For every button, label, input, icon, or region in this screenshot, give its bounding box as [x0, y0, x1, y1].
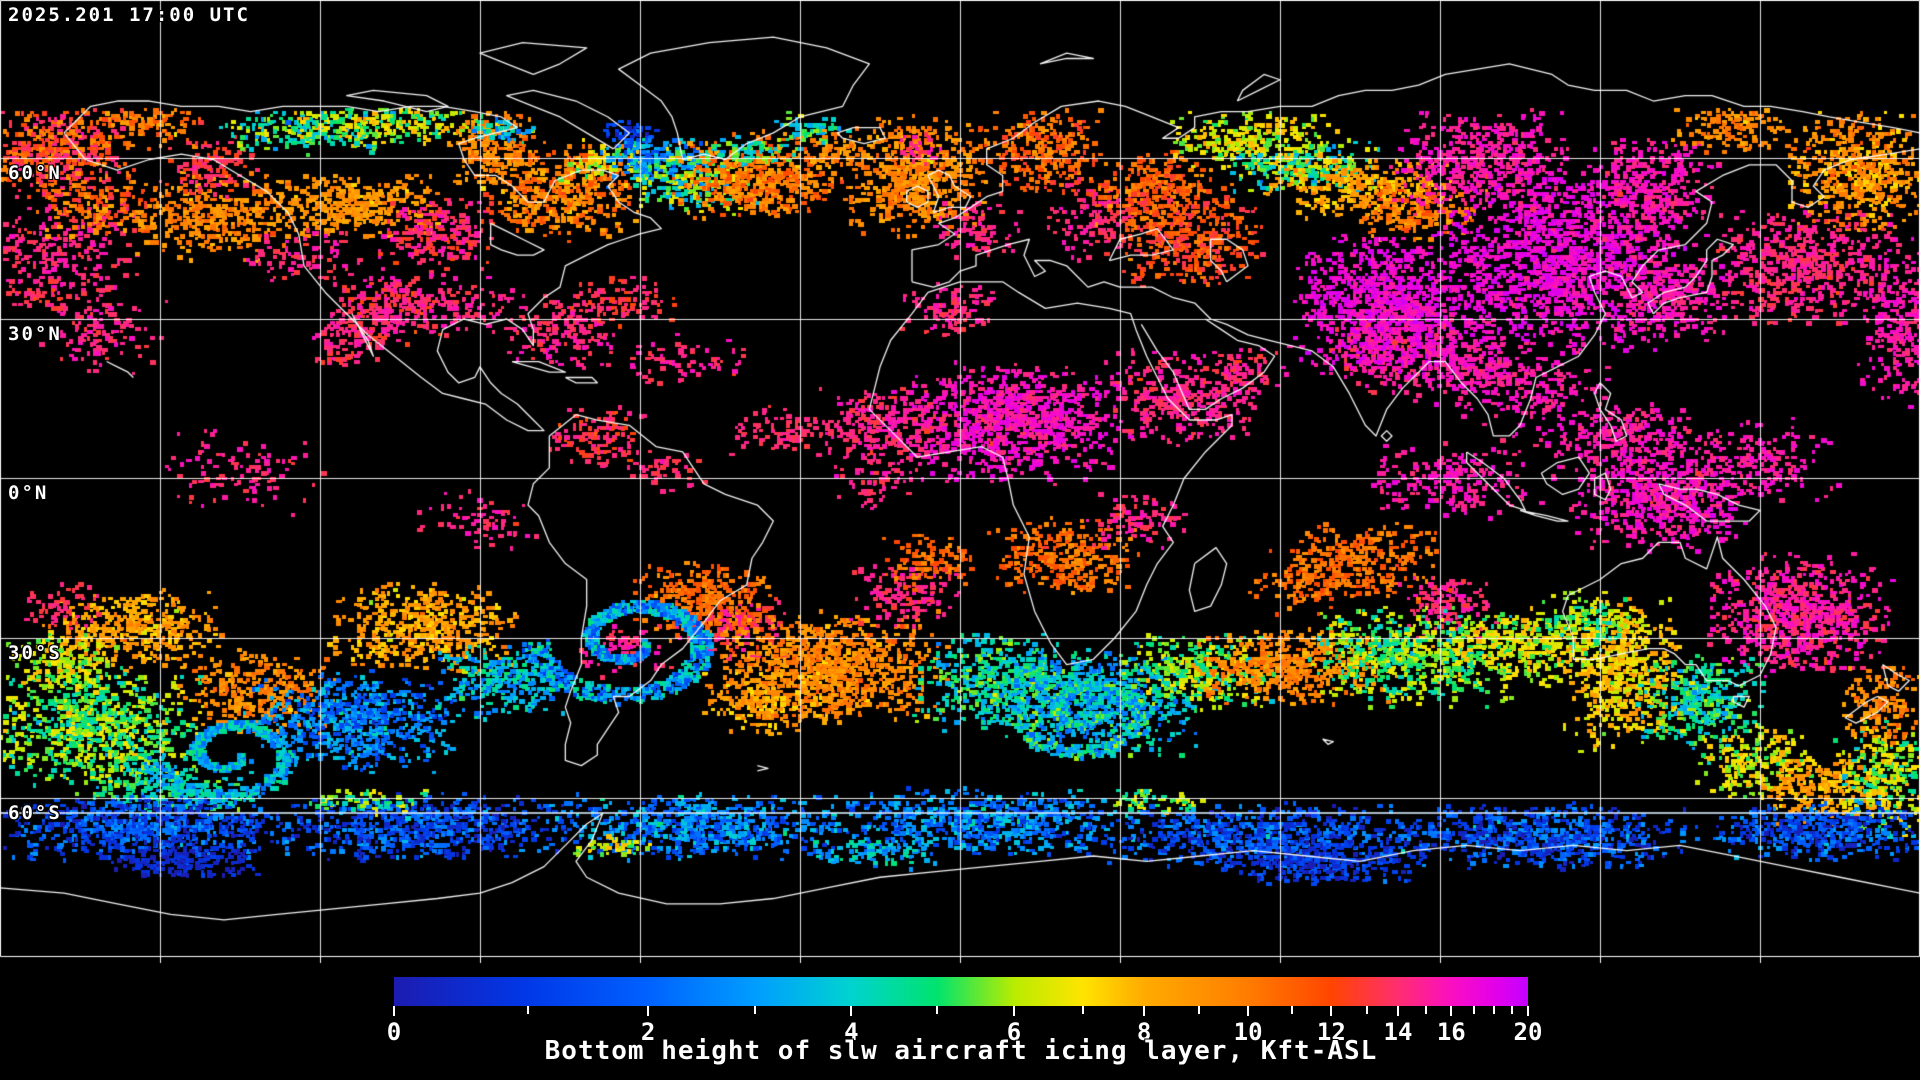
colorbar-tick: [1012, 1006, 1015, 1016]
timestamp-label: 2025.201 17:00 UTC: [8, 4, 250, 26]
colorbar-tick-label: 10: [1233, 1018, 1263, 1046]
colorbar-tick: [1396, 1006, 1399, 1016]
latitude-label: 0°N: [8, 482, 49, 504]
colorbar-tick: [1365, 1006, 1368, 1014]
colorbar-tick-label: 4: [844, 1018, 859, 1046]
latitude-label: 30°S: [8, 642, 62, 664]
latitude-label: 60°S: [8, 802, 62, 824]
colorbar-tick: [1450, 1006, 1453, 1016]
colorbar-tick-label: 20: [1513, 1018, 1543, 1046]
colorbar-tick: [936, 1006, 939, 1014]
colorbar-tick: [1527, 1006, 1529, 1016]
colorbar-tick: [1472, 1006, 1475, 1014]
colorbar-tick: [1510, 1006, 1513, 1014]
latitude-label: 30°N: [8, 323, 62, 345]
colorbar-tick: [850, 1006, 853, 1016]
colorbar-tick: [754, 1006, 757, 1014]
colorbar-title: Bottom height of slw aircraft icing laye…: [544, 1036, 1378, 1066]
colorbar-tick: [1081, 1006, 1084, 1014]
latitude-label: 60°N: [8, 162, 62, 184]
colorbar-tick-label: 12: [1316, 1018, 1346, 1046]
colorbar-tick: [1330, 1006, 1333, 1016]
colorbar-tick-label: 6: [1006, 1018, 1022, 1046]
colorbar-gradient: [394, 977, 1528, 1006]
colorbar-tick: [647, 1006, 650, 1016]
colorbar-tick-label: 0: [386, 1018, 402, 1046]
colorbar-tick: [1143, 1006, 1146, 1016]
colorbar-tick: [1425, 1006, 1428, 1014]
colorbar-tick-label: 16: [1436, 1018, 1466, 1046]
colorbar-tick: [1492, 1006, 1495, 1014]
colorbar-tick-label: 14: [1383, 1018, 1413, 1046]
colorbar-tick-label: 8: [1136, 1018, 1152, 1046]
colorbar-ticks: 0 2 4 6 8 10 12 14 16 20: [387, 1006, 1542, 1046]
colorbar-tick: [1291, 1006, 1294, 1014]
colorbar-tick: [393, 1006, 395, 1016]
colorbar-tick-label: 2: [640, 1018, 656, 1046]
colorbar-tick: [1197, 1006, 1200, 1014]
colorbar-tick: [1247, 1006, 1250, 1016]
colorbar-tick: [527, 1006, 530, 1014]
